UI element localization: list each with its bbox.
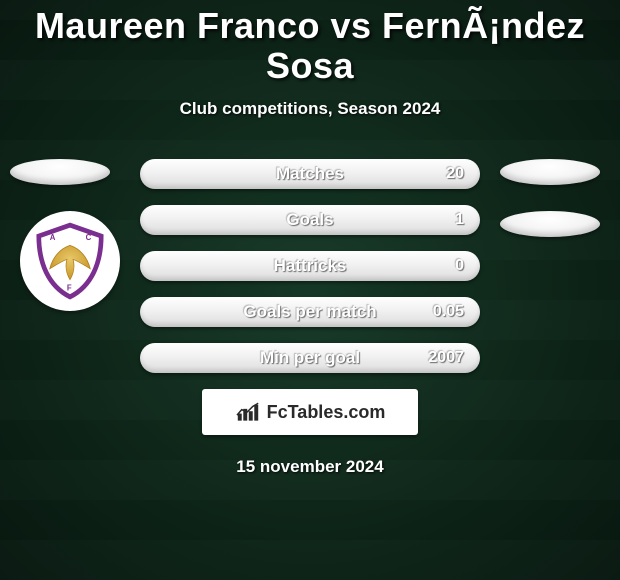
bar-chart-icon bbox=[235, 401, 261, 423]
fctables-logo: FcTables.com bbox=[202, 389, 418, 435]
comparison-content: A C F Matches 20 Goals 1 Hattricks 0 Goa… bbox=[0, 159, 620, 477]
player-left-photo-placeholder bbox=[10, 159, 110, 185]
player-right-photo-placeholder bbox=[500, 159, 600, 185]
svg-text:C: C bbox=[86, 233, 92, 242]
stat-label: Goals per match bbox=[140, 302, 480, 322]
stat-row: Hattricks 0 bbox=[140, 251, 480, 281]
svg-text:A: A bbox=[50, 233, 56, 242]
club-right-badge-placeholder bbox=[500, 211, 600, 237]
stat-row: Goals per match 0.05 bbox=[140, 297, 480, 327]
stat-value: 0.05 bbox=[433, 303, 464, 321]
stat-value: 1 bbox=[455, 211, 464, 229]
shield-crest-icon: A C F bbox=[31, 222, 109, 300]
stats-list: Matches 20 Goals 1 Hattricks 0 Goals per… bbox=[140, 159, 480, 373]
stat-value: 20 bbox=[446, 165, 464, 183]
stat-value: 0 bbox=[455, 257, 464, 275]
page-title: Maureen Franco vs FernÃ¡ndez Sosa bbox=[0, 6, 620, 85]
subtitle: Club competitions, Season 2024 bbox=[0, 99, 620, 119]
stat-row: Min per goal 2007 bbox=[140, 343, 480, 373]
date-label: 15 november 2024 bbox=[0, 457, 620, 477]
club-left-badge: A C F bbox=[20, 211, 120, 311]
fctables-logo-text: FcTables.com bbox=[267, 402, 386, 423]
stat-value: 2007 bbox=[428, 349, 464, 367]
stat-row: Matches 20 bbox=[140, 159, 480, 189]
stat-label: Goals bbox=[140, 210, 480, 230]
stat-label: Hattricks bbox=[140, 256, 480, 276]
stat-row: Goals 1 bbox=[140, 205, 480, 235]
stat-label: Matches bbox=[140, 164, 480, 184]
svg-text:F: F bbox=[67, 284, 72, 293]
